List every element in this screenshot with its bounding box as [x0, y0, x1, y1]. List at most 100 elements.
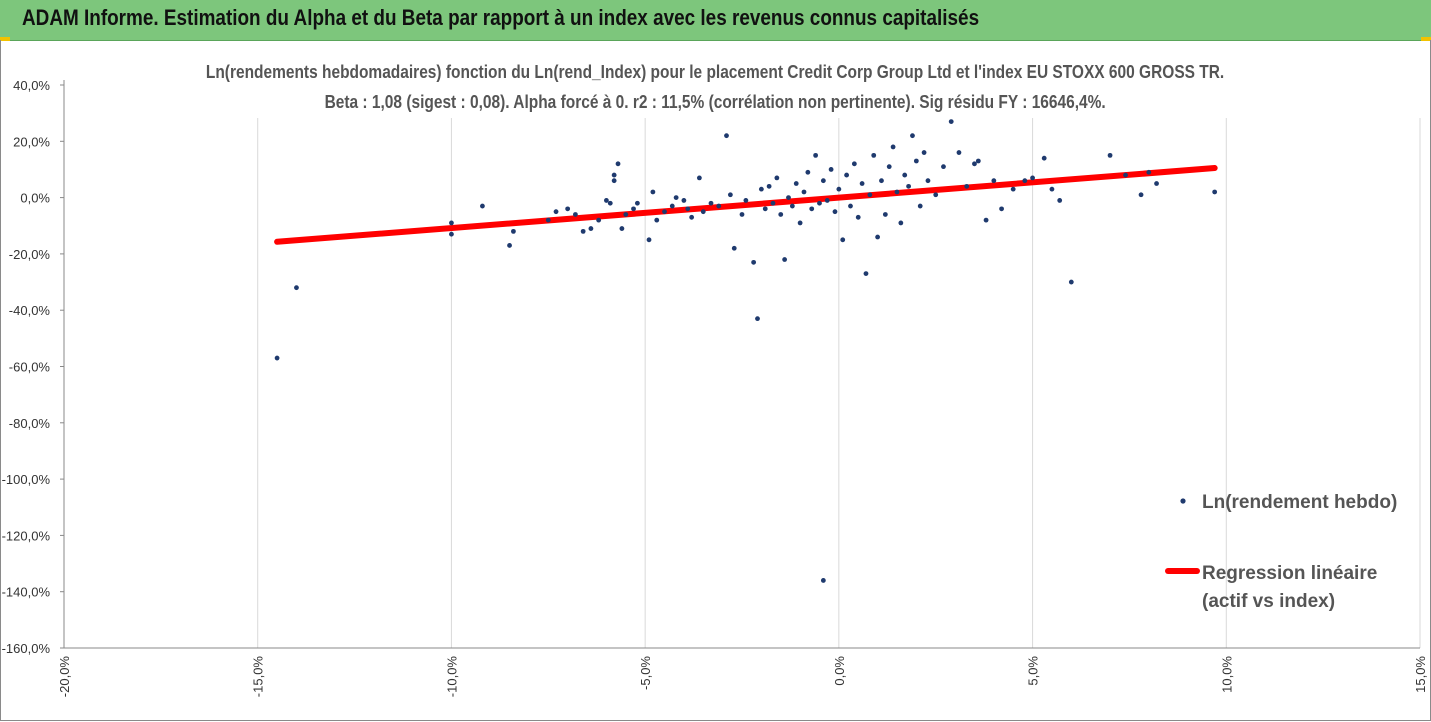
legend-label-regression-note: (actif vs index) — [1202, 591, 1335, 612]
x-tick-label: -20,0% — [57, 656, 72, 698]
data-point — [859, 181, 865, 186]
regression-series — [274, 165, 1218, 245]
chart-grid — [63, 118, 1421, 648]
data-point — [1057, 198, 1063, 203]
data-point — [778, 212, 784, 217]
header-banner: ADAM Informe. Estimation du Alpha et du … — [0, 0, 1431, 41]
legend-label-scatter: Ln(rendement hebdo) — [1202, 492, 1397, 513]
data-point — [511, 228, 516, 234]
accent-corner-left — [0, 37, 10, 41]
data-point — [797, 220, 803, 226]
data-point — [689, 214, 695, 220]
data-point — [999, 206, 1004, 212]
data-point — [1138, 192, 1144, 198]
data-point — [820, 578, 826, 583]
y-tick-label: -60,0% — [9, 360, 51, 375]
data-point — [1030, 175, 1035, 181]
y-tick-label: -80,0% — [9, 416, 51, 431]
data-point — [782, 257, 788, 262]
data-point — [553, 209, 559, 215]
data-point — [449, 220, 454, 226]
data-point — [631, 206, 636, 212]
accent-corner-right — [1421, 37, 1431, 41]
data-point — [855, 214, 861, 220]
data-point — [685, 206, 691, 212]
data-point — [793, 181, 799, 186]
data-point — [770, 200, 776, 206]
data-point — [832, 209, 838, 215]
regression-line — [274, 165, 1218, 245]
data-point — [1010, 186, 1016, 192]
chart-subtitle-text: Beta : 1,08 (sigest : 0,08). Alpha forcé… — [324, 92, 1107, 112]
data-point — [972, 161, 977, 167]
x-tick-label: -5,0% — [638, 656, 653, 690]
data-point — [913, 158, 919, 164]
data-point — [700, 209, 706, 215]
data-point — [274, 355, 280, 361]
data-point — [611, 178, 617, 184]
data-point — [294, 285, 299, 291]
data-point — [580, 228, 586, 234]
data-point — [1123, 172, 1128, 178]
data-point — [824, 198, 830, 203]
data-point — [964, 183, 970, 189]
x-tick-label: 5,0% — [1026, 656, 1041, 686]
chart-title: Ln(rendements hebdomadaires) fonction du… — [0, 62, 1431, 83]
data-point — [774, 175, 780, 181]
data-point — [886, 164, 892, 170]
data-point — [611, 172, 617, 178]
data-point — [646, 237, 652, 243]
data-point — [573, 212, 578, 217]
y-tick-label: -100,0% — [2, 472, 51, 487]
data-point — [1212, 189, 1218, 195]
data-point — [762, 206, 768, 212]
data-point — [727, 192, 733, 198]
x-tick-label: 15,0% — [1413, 656, 1428, 693]
data-point — [480, 203, 485, 209]
data-point — [851, 161, 857, 167]
x-tick-label: 0,0% — [832, 656, 847, 686]
data-point — [545, 217, 551, 223]
y-tick-label: 40,0% — [13, 78, 50, 93]
data-point — [681, 198, 687, 203]
data-point — [828, 167, 834, 172]
data-point — [596, 217, 602, 223]
data-point — [786, 195, 791, 201]
data-point — [766, 183, 772, 189]
data-point — [650, 189, 656, 195]
data-point — [983, 217, 989, 223]
data-point — [588, 226, 594, 231]
data-point — [848, 203, 853, 209]
data-point — [673, 195, 679, 201]
data-point — [1068, 279, 1074, 285]
data-point — [871, 152, 877, 158]
legend-label-regression: Regression linéaire — [1202, 563, 1377, 584]
y-tick-label: 20,0% — [13, 134, 50, 149]
data-point — [867, 192, 873, 198]
data-point — [449, 231, 454, 237]
data-point — [1041, 155, 1047, 161]
data-point — [948, 119, 954, 124]
data-point — [755, 316, 760, 322]
chart-legend: Ln(rendement hebdo) Regression linéaire (a… — [1165, 492, 1397, 612]
data-point — [758, 186, 764, 192]
data-point — [716, 203, 722, 209]
data-point — [654, 217, 660, 223]
chart-ticks: -20,0% -15,0% -10,0% -5,0% 0,0% 5,0% 10,0% 15,0… — [2, 78, 1428, 697]
data-point — [1049, 186, 1055, 192]
data-point — [507, 243, 512, 248]
data-point — [1146, 169, 1152, 175]
data-point — [879, 178, 884, 184]
data-point — [615, 161, 621, 167]
scatter-series — [274, 119, 1218, 583]
data-point — [863, 271, 869, 277]
data-point — [956, 150, 962, 155]
data-point — [604, 198, 609, 203]
y-tick-label: -20,0% — [9, 247, 51, 262]
chart-axes — [60, 80, 1420, 649]
page-title: ADAM Informe. Estimation du Alpha et du … — [22, 5, 980, 30]
data-point — [801, 189, 807, 195]
x-tick-label: -15,0% — [251, 656, 266, 698]
y-tick-label: -120,0% — [2, 528, 51, 543]
